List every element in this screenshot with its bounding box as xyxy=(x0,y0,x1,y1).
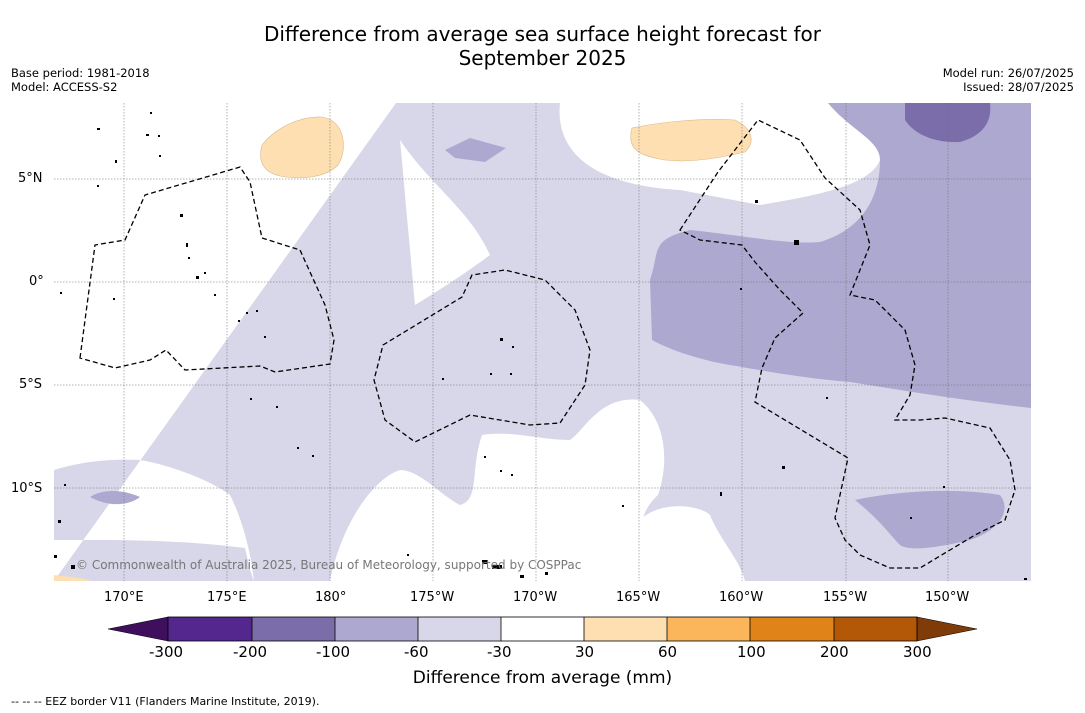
colorbar-tick-200: 200 xyxy=(820,643,849,661)
colorbar-title: Difference from average (mm) xyxy=(412,668,673,688)
contour-light-orange-3 xyxy=(54,575,92,581)
graticule xyxy=(54,103,1031,581)
title-line-1: Difference from average sea surface heig… xyxy=(263,22,822,46)
copyright-notice: © Commonwealth of Australia 2025, Bureau… xyxy=(76,558,582,572)
colorbar-bin-1 xyxy=(168,617,252,641)
lat-label-10s: 10°S xyxy=(11,481,43,496)
colorbar-frame xyxy=(167,616,918,642)
contour-white-hole-1 xyxy=(636,506,745,581)
contour-light-lavender-4 xyxy=(236,432,260,443)
islands xyxy=(54,112,1027,580)
contour-medium-lavender xyxy=(650,103,1031,408)
contour-light-orange-2 xyxy=(630,119,752,162)
eez-borders xyxy=(79,119,1016,569)
issued-text: Issued: 28/07/2025 xyxy=(963,80,1074,94)
base-period-info: Base period: 1981-2018 Model: ACCESS-S2 xyxy=(11,66,150,94)
lon-label-180: 180° xyxy=(315,590,347,605)
model-run-info: Model run: 26/07/2025 Issued: 28/07/2025 xyxy=(943,66,1074,94)
lat-label-5n: 5°N xyxy=(18,171,43,186)
eez-kiribati-line xyxy=(679,119,1016,569)
colorbar-tick-m60: -60 xyxy=(404,643,429,661)
colorbar-bin-3 xyxy=(335,617,418,641)
lat-label-0: 0° xyxy=(29,274,44,289)
lon-label-155w: 155°W xyxy=(823,590,868,605)
contour-medium-lavender-2 xyxy=(445,138,506,162)
contour-dark-purple xyxy=(905,103,991,143)
colorbar-bin-6 xyxy=(584,617,667,641)
colorbar-extend-right xyxy=(916,616,978,642)
contour-light-lavender xyxy=(54,103,1031,581)
colorbar-bin-7 xyxy=(667,617,750,641)
colorbar-extend-left xyxy=(107,616,169,642)
colorbar-tick-m100: -100 xyxy=(316,643,351,661)
colorbar-bin-5 xyxy=(501,617,584,641)
contour-medium-lavender-3 xyxy=(855,490,1005,549)
colorbar-bin-8 xyxy=(750,617,834,641)
lon-label-165w: 165°W xyxy=(616,590,661,605)
colorbar-tick-60: 60 xyxy=(658,643,678,661)
colorbar-bin-4 xyxy=(418,617,501,641)
lon-label-170e: 170°E xyxy=(104,590,144,605)
contour-medium-lavender-4 xyxy=(90,490,140,505)
title-line-2: September 2025 xyxy=(458,46,627,70)
lon-label-160w: 160°W xyxy=(719,590,764,605)
lon-label-175e: 175°E xyxy=(207,590,247,605)
colorbar-tick-300: 300 xyxy=(903,643,932,661)
eez-kiribati-gilbert xyxy=(79,166,335,373)
base-period-text: Base period: 1981-2018 xyxy=(11,66,150,80)
colorbar-tick-m200: -200 xyxy=(233,643,268,661)
map-title: Difference from average sea surface heig… xyxy=(0,22,1085,70)
lat-label-5s: 5°S xyxy=(19,377,43,392)
lon-label-175w: 175°W xyxy=(410,590,455,605)
contour-light-orange-1 xyxy=(260,116,344,179)
eez-footnote: -- -- -- EEZ border V11 (Flanders Marine… xyxy=(11,695,320,708)
colorbar-tick-30: 30 xyxy=(575,643,595,661)
lon-label-150w: 150°W xyxy=(925,590,970,605)
model-name-text: Model: ACCESS-S2 xyxy=(11,80,118,94)
colorbar xyxy=(107,616,978,642)
colorbar-bin-2 xyxy=(252,617,335,641)
colorbar-tick-100: 100 xyxy=(737,643,766,661)
colorbar-bin-9 xyxy=(834,617,917,641)
lon-label-170w: 170°W xyxy=(513,590,558,605)
map-area xyxy=(54,103,1031,581)
contour-light-lavender-2 xyxy=(415,261,650,346)
colorbar-tick-m300: -300 xyxy=(149,643,184,661)
model-run-text: Model run: 26/07/2025 xyxy=(942,66,1074,80)
colorbar-tick-m30: -30 xyxy=(487,643,512,661)
